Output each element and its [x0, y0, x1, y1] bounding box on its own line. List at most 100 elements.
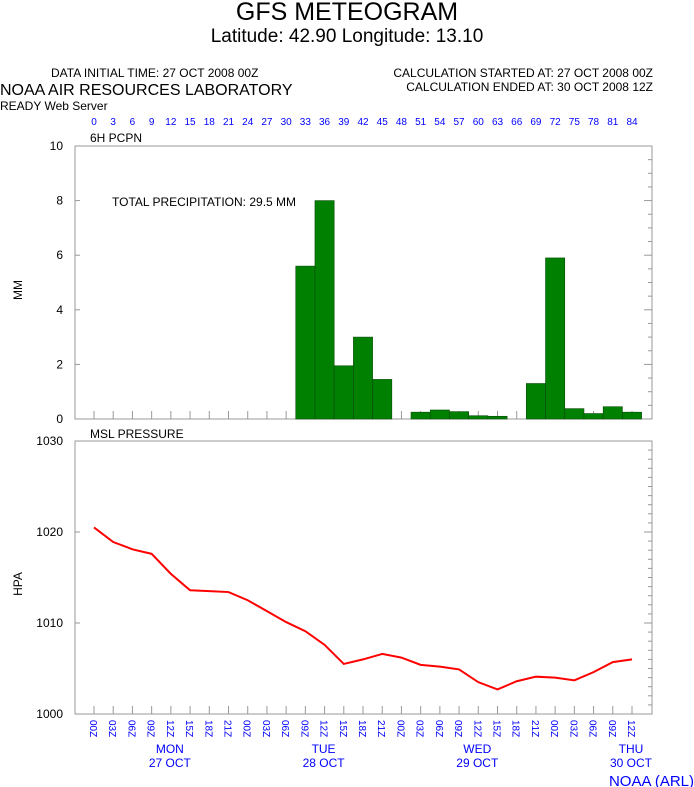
bottom-time-label: 09Z — [452, 720, 463, 737]
precip-title: 6H PCPN — [90, 131, 142, 145]
bottom-time-label: 06Z — [587, 720, 598, 737]
precip-bar — [295, 265, 316, 420]
top-hour-label: 75 — [569, 117, 581, 128]
day-label: WED — [463, 742, 491, 756]
top-hour-label: 54 — [434, 117, 446, 128]
bottom-time-label: 12Z — [164, 720, 175, 737]
pressure-ytick-label: 1020 — [36, 525, 63, 539]
bottom-time-label: 21Z — [222, 720, 233, 737]
pressure-ytick-label: 1030 — [36, 434, 63, 448]
date-label: 29 OCT — [456, 756, 499, 770]
bottom-time-label: 12Z — [625, 720, 636, 737]
data-initial-time: DATA INITIAL TIME: 27 OCT 2008 00Z — [51, 66, 258, 80]
pressure-ytick-label: 1010 — [36, 616, 63, 630]
top-hour-label: 42 — [357, 117, 369, 128]
calc-ended: CALCULATION ENDED AT: 30 OCT 2008 12Z — [406, 80, 653, 94]
top-hour-label: 51 — [415, 117, 427, 128]
bottom-time-label: 09Z — [145, 720, 156, 737]
bottom-time-label: 00Z — [394, 720, 405, 737]
bottom-time-label: 09Z — [298, 720, 309, 737]
top-hour-label: 84 — [626, 117, 638, 128]
precip-bar — [468, 415, 489, 420]
precip-bar — [545, 257, 566, 420]
precip-ytick-label: 0 — [56, 412, 63, 426]
location-subtitle: Latitude: 42.90 Longitude: 13.10 — [211, 26, 484, 47]
bottom-time-label: 00Z — [87, 720, 98, 737]
date-label: 27 OCT — [149, 756, 192, 770]
top-hour-label: 18 — [204, 117, 216, 128]
bottom-time-label: 21Z — [375, 720, 386, 737]
precip-ytick-label: 10 — [50, 139, 64, 153]
bottom-time-label: 18Z — [356, 720, 367, 737]
top-hour-label: 81 — [607, 117, 619, 128]
top-hour-label: 3 — [110, 117, 116, 128]
pressure-ytick-label: 1000 — [36, 707, 63, 721]
top-hour-label: 30 — [281, 117, 293, 128]
bottom-time-label: 09Z — [606, 720, 617, 737]
top-hour-label: 57 — [454, 117, 466, 128]
precip-bar — [429, 409, 450, 420]
day-label: THU — [619, 742, 644, 756]
top-hour-label: 12 — [165, 117, 177, 128]
top-hour-label: 9 — [149, 117, 155, 128]
bottom-time-label: 03Z — [260, 720, 271, 737]
bottom-time-label: 18Z — [202, 720, 213, 737]
pressure-frame — [74, 440, 653, 715]
top-hour-label: 24 — [242, 117, 254, 128]
top-hour-label: 69 — [530, 117, 542, 128]
precip-bar — [333, 365, 354, 420]
server-name: READY Web Server — [0, 99, 108, 113]
top-hour-label: 72 — [550, 117, 562, 128]
top-hour-label: 48 — [396, 117, 408, 128]
top-hour-label: 0 — [91, 117, 97, 128]
bottom-time-label: 06Z — [433, 720, 444, 737]
pressure-ylabel: HPA — [11, 572, 25, 596]
precip-bar — [372, 379, 393, 420]
bottom-time-label: 18Z — [510, 720, 521, 737]
bottom-time-label: 15Z — [337, 720, 348, 737]
day-label: TUE — [312, 742, 336, 756]
page-title: GFS METEOGRAM — [236, 0, 458, 26]
precip-bar — [487, 415, 508, 420]
top-hour-label: 15 — [185, 117, 197, 128]
calc-started: CALCULATION STARTED AT: 27 OCT 2008 00Z — [393, 66, 653, 80]
precip-ytick-label: 6 — [56, 248, 63, 262]
bottom-time-label: 00Z — [548, 720, 559, 737]
precip-ytick-label: 4 — [56, 303, 63, 317]
precip-bar — [583, 413, 604, 420]
pressure-line — [93, 526, 633, 691]
bottom-time-label: 21Z — [529, 720, 540, 737]
top-hour-label: 39 — [338, 117, 350, 128]
precip-bar — [564, 408, 585, 420]
day-label: MON — [156, 742, 184, 756]
precip-bar — [622, 411, 642, 420]
bottom-time-label: 06Z — [279, 720, 290, 737]
bottom-time-label: 06Z — [125, 720, 136, 737]
precip-bar — [526, 383, 546, 420]
top-hour-label: 78 — [588, 117, 600, 128]
precip-ytick-label: 8 — [56, 194, 63, 208]
date-label: 28 OCT — [303, 756, 346, 770]
top-hour-label: 60 — [473, 117, 485, 128]
bottom-time-label: 12Z — [318, 720, 329, 737]
precip-ytick-label: 2 — [56, 357, 63, 371]
top-hour-label: 45 — [377, 117, 389, 128]
precip-bar — [602, 406, 623, 420]
pressure-title: MSL PRESSURE — [90, 427, 184, 441]
bottom-time-label: 15Z — [491, 720, 502, 737]
bottom-time-label: 03Z — [567, 720, 578, 737]
top-hour-label: 66 — [511, 117, 523, 128]
precip-bar — [449, 411, 469, 420]
top-hour-label: 33 — [300, 117, 312, 128]
precip-bar — [353, 336, 373, 420]
top-hour-label: 63 — [492, 117, 504, 128]
org-name: NOAA AIR RESOURCES LABORATORY — [0, 82, 293, 99]
precip-total: TOTAL PRECIPITATION: 29.5 MM — [112, 195, 296, 209]
date-label: 30 OCT — [610, 756, 653, 770]
top-hour-label: 6 — [130, 117, 136, 128]
bottom-time-label: 00Z — [241, 720, 252, 737]
bottom-time-label: 03Z — [106, 720, 117, 737]
precip-ylabel: MM — [11, 280, 25, 300]
top-hour-label: 36 — [319, 117, 331, 128]
